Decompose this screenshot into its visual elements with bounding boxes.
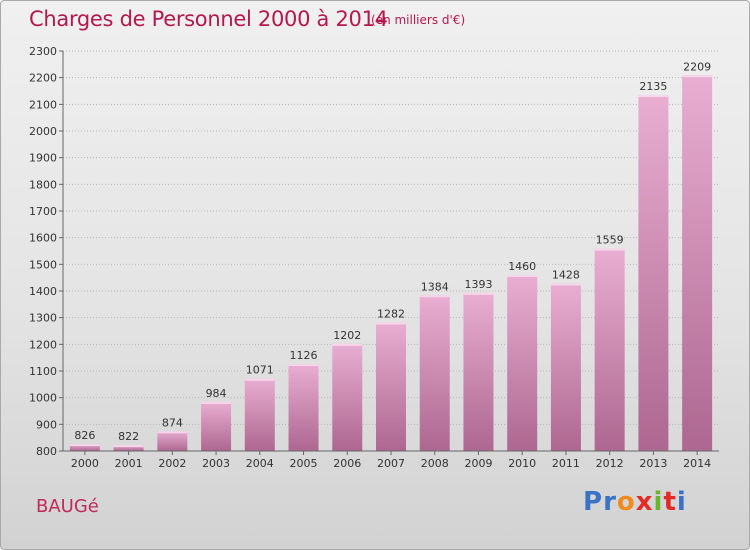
x-tick-label-2004: 2004 bbox=[246, 457, 274, 470]
x-tick-label-2001: 2001 bbox=[115, 457, 143, 470]
bar-highlight-2000 bbox=[69, 444, 100, 447]
y-tick-label: 1700 bbox=[29, 205, 57, 218]
bar-2000 bbox=[69, 444, 100, 451]
axis-layer: 800 900 1000 1100 1200 1300 1400 1500 1600 1700 18… bbox=[29, 45, 719, 470]
bar-2005 bbox=[288, 364, 319, 451]
x-tick-label-2013: 2013 bbox=[639, 457, 667, 470]
value-label-2008: 1384 bbox=[421, 280, 449, 293]
bar-highlight-2007 bbox=[376, 322, 406, 325]
bar-highlight-2010 bbox=[507, 275, 538, 277]
x-tick-label-2006: 2006 bbox=[333, 457, 361, 470]
bar-2007 bbox=[376, 322, 406, 451]
x-tick-label-2005: 2005 bbox=[290, 457, 318, 470]
y-tick-label: 2200 bbox=[29, 72, 57, 85]
x-tick-label-2009: 2009 bbox=[464, 457, 492, 470]
bar-highlight-2013 bbox=[638, 95, 669, 97]
bar-highlight-2012 bbox=[594, 248, 625, 251]
y-tick-label: 1200 bbox=[29, 338, 57, 351]
bar-2011 bbox=[550, 283, 581, 451]
bar-2002 bbox=[157, 431, 188, 451]
x-tick-label-2008: 2008 bbox=[421, 457, 449, 470]
y-tick-label: 1900 bbox=[29, 152, 57, 165]
bar-highlight-2004 bbox=[244, 378, 275, 381]
value-label-2002: 874 bbox=[162, 416, 183, 429]
value-label-2013: 2135 bbox=[639, 80, 667, 93]
value-label-2009: 1393 bbox=[464, 278, 492, 291]
bar-highlight-2006 bbox=[332, 343, 363, 346]
bar-2001 bbox=[113, 445, 144, 451]
x-tick-label-2011: 2011 bbox=[552, 457, 580, 470]
bar-2004 bbox=[244, 378, 275, 451]
y-tick-label: 1400 bbox=[29, 285, 57, 298]
bar-highlight-2001 bbox=[113, 445, 144, 448]
bar-2013 bbox=[638, 95, 669, 451]
y-tick-label: 1300 bbox=[29, 312, 57, 325]
y-tick-label: 2000 bbox=[29, 125, 57, 138]
y-tick-label: 900 bbox=[36, 418, 57, 431]
y-tick-label: 1800 bbox=[29, 178, 57, 191]
bar-highlight-2002 bbox=[157, 431, 188, 434]
bar-2003 bbox=[201, 401, 232, 451]
y-tick-label: 1500 bbox=[29, 258, 57, 271]
bar-highlight-2009 bbox=[463, 292, 494, 295]
value-label-2011: 1428 bbox=[552, 269, 580, 282]
bar-2012 bbox=[594, 248, 625, 451]
x-tick-label-2003: 2003 bbox=[202, 457, 230, 470]
value-label-2012: 1559 bbox=[596, 234, 624, 247]
bar-highlight-2014 bbox=[682, 75, 713, 78]
proxiti-logo: Proxiti bbox=[583, 487, 687, 517]
bar-highlight-2003 bbox=[201, 401, 232, 404]
commune-name: BAUGé bbox=[36, 496, 99, 517]
bar-2008 bbox=[419, 295, 450, 451]
chart-subtitle: (en milliers d'€) bbox=[371, 13, 466, 27]
x-tick-label-2002: 2002 bbox=[158, 457, 186, 470]
y-tick-label: 1000 bbox=[29, 392, 57, 405]
y-tick-label: 1100 bbox=[29, 365, 57, 378]
value-label-2014: 2209 bbox=[683, 60, 711, 73]
value-label-2003: 984 bbox=[206, 387, 227, 400]
value-label-2010: 1460 bbox=[508, 260, 536, 273]
y-tick-label: 2300 bbox=[29, 45, 57, 58]
bar-layer: 826 822 874 984 1071 1126 1202 1282 1384 1393 1460… bbox=[69, 60, 713, 452]
y-tick-label: 2100 bbox=[29, 98, 57, 111]
bar-2009 bbox=[463, 292, 494, 451]
value-label-2000: 826 bbox=[74, 429, 95, 442]
x-tick-label-2007: 2007 bbox=[377, 457, 405, 470]
bar-2006 bbox=[332, 343, 363, 451]
bar-2010 bbox=[507, 275, 538, 451]
chart-title: Charges de Personnel 2000 à 2014 bbox=[29, 7, 388, 31]
value-label-2001: 822 bbox=[118, 430, 139, 443]
y-tick-label: 800 bbox=[36, 445, 57, 458]
bar-highlight-2008 bbox=[419, 295, 450, 298]
x-tick-label-2014: 2014 bbox=[683, 457, 711, 470]
bar-highlight-2005 bbox=[288, 364, 319, 367]
y-tick-label: 1600 bbox=[29, 232, 57, 245]
x-tick-label-2010: 2010 bbox=[508, 457, 536, 470]
value-label-2006: 1202 bbox=[333, 329, 361, 342]
bar-highlight-2011 bbox=[550, 283, 581, 286]
value-label-2005: 1126 bbox=[290, 349, 318, 362]
bar-2014 bbox=[682, 75, 713, 452]
x-tick-label-2012: 2012 bbox=[596, 457, 624, 470]
x-tick-label-2000: 2000 bbox=[71, 457, 99, 470]
value-label-2004: 1071 bbox=[246, 364, 274, 377]
value-label-2007: 1282 bbox=[377, 307, 405, 320]
